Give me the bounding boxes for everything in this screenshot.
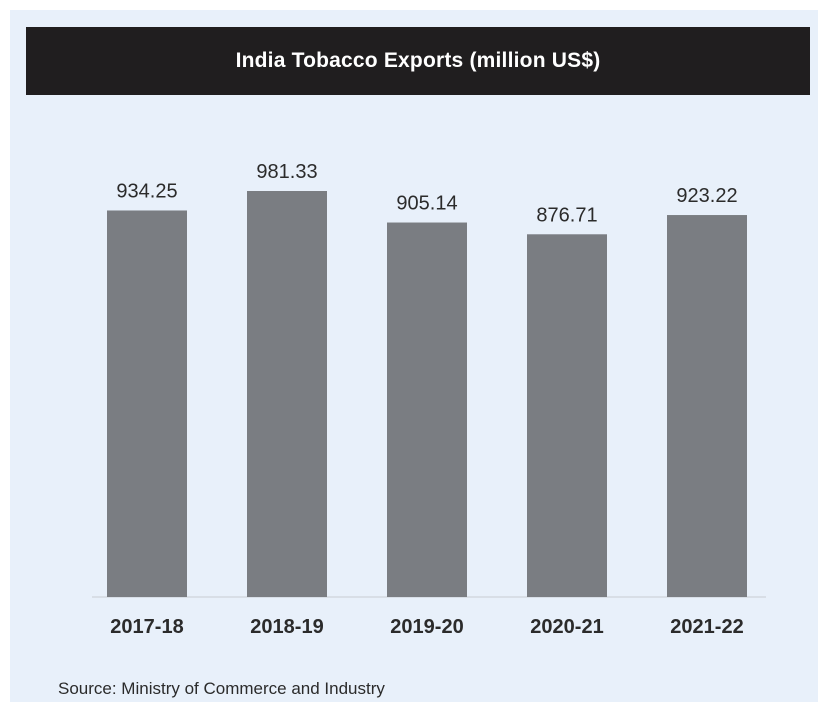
source-note: Source: Ministry of Commerce and Industr… — [58, 679, 385, 698]
bar-value-label: 934.25 — [116, 180, 177, 202]
x-tick-label: 2017-18 — [110, 616, 183, 638]
x-tick-label: 2020-21 — [530, 616, 603, 638]
bar-value-label: 923.22 — [676, 185, 737, 207]
bar-2017-18 — [107, 210, 187, 597]
chart-title-bar: India Tobacco Exports (million US$) — [26, 27, 810, 95]
bars-group — [107, 191, 747, 598]
bar-2020-21 — [527, 234, 607, 598]
value-labels-group: 934.25 981.33 905.14 876.71 923.22 — [116, 161, 737, 226]
chart-title: India Tobacco Exports (million US$) — [235, 49, 601, 72]
bar-2021-22 — [667, 215, 747, 598]
bar-value-label: 905.14 — [396, 193, 457, 215]
x-tick-labels-group: 2017-18 2018-19 2019-20 2020-21 2021-22 — [110, 616, 743, 638]
x-tick-label: 2019-20 — [390, 616, 463, 638]
bar-value-label: 876.71 — [536, 204, 597, 226]
bar-2018-19 — [247, 191, 327, 597]
bar-2019-20 — [387, 222, 467, 597]
x-tick-label: 2021-22 — [670, 616, 743, 638]
x-tick-label: 2018-19 — [250, 616, 323, 638]
bar-value-label: 981.33 — [256, 161, 317, 183]
